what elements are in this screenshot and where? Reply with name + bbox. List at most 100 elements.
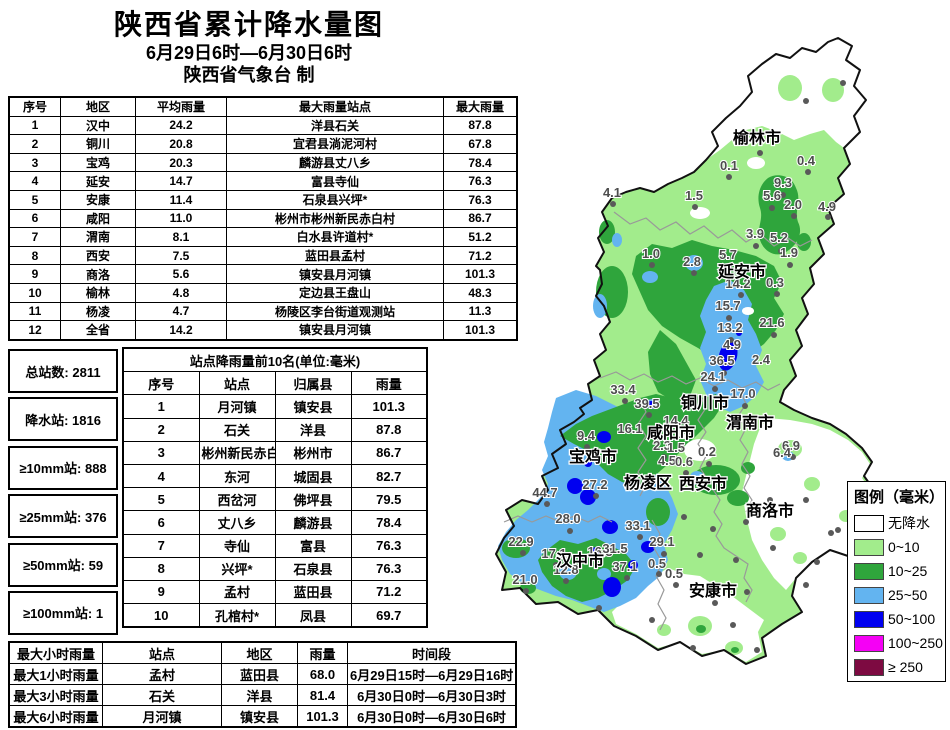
- table-cell: 城固县: [274, 463, 352, 489]
- table-cell: 商洛: [60, 264, 136, 284]
- table-cell: 7.5: [135, 245, 227, 266]
- table-cell: 咸阳: [60, 208, 136, 229]
- table-cell: 石关: [198, 417, 276, 442]
- rain-value-label: 3.9: [746, 226, 764, 241]
- table-row: 4 东河 城固县 82.7: [122, 463, 428, 489]
- station-dot: [622, 398, 628, 404]
- table-cell: 彬州市: [274, 440, 352, 465]
- rain-value-label: 16.3: [587, 544, 612, 559]
- table-cell: 11.0: [135, 208, 227, 229]
- legend-item: ≥ 250: [854, 655, 945, 679]
- table-cell: 月河镇: [198, 394, 276, 419]
- station-dot: [584, 444, 590, 450]
- station-dot: [624, 575, 630, 581]
- rain-value-label: 0.1: [720, 158, 738, 173]
- table-cell: 14.2: [135, 320, 227, 341]
- city-label: 延安市: [717, 262, 766, 281]
- station-dot: [805, 169, 811, 175]
- rain-value-label: 29.1: [649, 534, 674, 549]
- city-label: 汉中市: [556, 551, 604, 570]
- table-cell: 宜君县淌泥河村: [226, 134, 444, 154]
- table-cell: 3: [8, 152, 61, 173]
- rain-value-label: 36.5: [709, 353, 734, 368]
- table-cell: 5: [8, 189, 61, 210]
- rain-value-label: 5.7: [719, 247, 737, 262]
- station-dot: [730, 622, 736, 628]
- station-dot: [710, 526, 716, 532]
- table-cell: 8: [8, 245, 61, 266]
- station-dot: [743, 519, 749, 525]
- station-dot: [828, 530, 834, 536]
- table-cell: 10: [8, 282, 61, 303]
- table-cell: 西安: [60, 245, 136, 266]
- table-cell: 富县寺仙: [226, 171, 444, 191]
- table-cell: 2: [8, 134, 61, 154]
- table-row: 最大3小时雨量 石关 洋县 81.4 6月30日0时—6月30日3时: [8, 684, 517, 706]
- station-dot: [728, 337, 734, 343]
- legend-item: 100~250: [854, 631, 945, 655]
- table-cell: 彬州新民赤白村: [198, 440, 276, 465]
- rain-value-label: 27.2: [582, 477, 607, 492]
- table-row: 2 铜川 20.8 宜君县淌泥河村 67.8: [8, 134, 518, 154]
- no-rain-pockets: [684, 157, 765, 461]
- city-label: 宝鸡市: [569, 447, 617, 466]
- table-cell: 月河镇: [102, 705, 222, 728]
- table-cell: 4: [8, 171, 61, 191]
- table-cell: 101.3: [350, 394, 428, 419]
- table-cell: 安康: [60, 189, 136, 210]
- legend-color-swatch: [854, 562, 884, 580]
- table-row: 12 全省 14.2 镇安县月河镇 101.3: [8, 320, 518, 341]
- table-cell: 78.4: [443, 152, 518, 173]
- legend-title: 图例（毫米）: [854, 489, 945, 506]
- table-cell: 洋县: [274, 417, 352, 442]
- table-cell: 洋县: [221, 684, 298, 706]
- table-cell: 杨陵区李台街道观测站: [226, 301, 444, 322]
- page-title: 陕西省累计降水量图: [113, 9, 384, 40]
- table-cell: 4: [122, 463, 200, 489]
- city-label: 渭南市: [726, 413, 774, 432]
- rain-value-label: 4.5: [658, 453, 676, 468]
- table-row: 8 西安 7.5 蓝田县孟村 71.2: [8, 245, 518, 266]
- table-cell: 宝鸡: [60, 152, 136, 173]
- table-header-cell: 最大雨量: [443, 96, 518, 117]
- rain-value-label: 24.1: [700, 369, 725, 384]
- table-cell: 3: [122, 440, 200, 465]
- station-dot: [754, 647, 760, 653]
- title-producer: 陕西省气象台 制: [183, 65, 315, 85]
- rain-value-label: 2.3: [653, 438, 671, 453]
- station-dot: [610, 201, 616, 207]
- table-cell: 12: [8, 320, 61, 341]
- table-row: 10 榆林 4.8 定边县王盘山 48.3: [8, 282, 518, 303]
- table-cell: 定边县王盘山: [226, 282, 444, 303]
- table-cell: 麟游县丈八乡: [226, 152, 444, 173]
- rain-value-label: 14.4: [663, 413, 689, 428]
- rain-value-label: 1.0: [642, 246, 660, 261]
- rain-value-label: 4.9: [818, 199, 836, 214]
- station-count-box: ≥50mm站: 59: [8, 542, 118, 587]
- table-header-cell: 最大雨量站点: [226, 96, 444, 117]
- rain-value-label: 22.9: [508, 534, 533, 549]
- rain-value-label: 9.3: [774, 175, 792, 190]
- table-cell: 8: [122, 556, 200, 581]
- table-cell: 丈八乡: [198, 510, 276, 535]
- table-row: 1 月河镇 镇安县 101.3: [122, 394, 428, 419]
- station-dot: [803, 497, 809, 503]
- station-dot: [675, 429, 681, 435]
- station-dot: [656, 571, 662, 577]
- station-dot: [790, 454, 796, 460]
- table-cell: 76.3: [443, 189, 518, 210]
- table-cell: 6月30日0时—6月30日6时: [347, 705, 517, 728]
- table-header-row: 序号 地区 平均雨量 最大雨量站点 最大雨量: [8, 96, 518, 117]
- station-dot: [661, 454, 667, 460]
- table-cell: 1: [8, 115, 61, 136]
- table-title: 站点降雨量前10名(单位:毫米): [122, 347, 428, 373]
- table-cell: 2: [122, 417, 200, 442]
- table-cell: 彬州市彬州新民赤白村: [226, 208, 444, 229]
- table-cell: 20.8: [135, 134, 227, 154]
- table-row: 8 兴坪* 石泉县 76.3: [122, 556, 428, 581]
- station-count-box: ≥10mm站: 888: [8, 445, 118, 490]
- title-block: 陕西省累计降水量图 6月29日6时—6月30日6时 陕西省气象台 制: [8, 8, 490, 86]
- station-dot: [563, 578, 569, 584]
- station-dot: [523, 588, 529, 594]
